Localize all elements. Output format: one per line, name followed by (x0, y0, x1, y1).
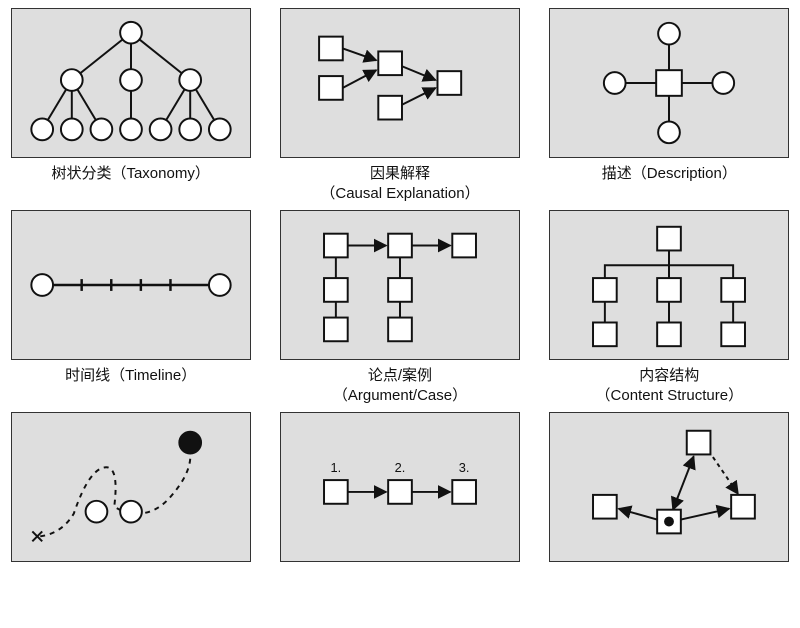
network-diagram (550, 413, 788, 561)
panel-taxonomy (11, 8, 251, 158)
caption-description: 描述（Description） (602, 164, 737, 204)
sequence-diagram: 1. 2. 3. (281, 413, 519, 561)
cell-description: 描述（Description） (547, 8, 792, 204)
caption-argument-l1: 论点/案例 (368, 367, 432, 384)
path-diagram (12, 413, 250, 561)
description-diagram (550, 9, 788, 157)
cell-network (547, 412, 792, 608)
caption-causal-l1: 因果解释 (370, 165, 430, 182)
caption-argument-l2: （Argument/Case） (333, 387, 467, 404)
panel-timeline (11, 210, 251, 360)
cell-content-structure: 内容结构 （Content Structure） (547, 210, 792, 406)
panel-content-structure (549, 210, 789, 360)
caption-content-structure: 内容结构 （Content Structure） (596, 366, 744, 406)
panel-causal (280, 8, 520, 158)
diagram-grid: 树状分类（Taxonomy） (8, 8, 792, 608)
cell-taxonomy: 树状分类（Taxonomy） (8, 8, 253, 204)
timeline-diagram (12, 211, 250, 359)
panel-argument (280, 210, 520, 360)
content-structure-diagram (550, 211, 788, 359)
panel-description (549, 8, 789, 158)
caption-taxonomy: 树状分类（Taxonomy） (51, 164, 209, 204)
seq-label-3: 3. (459, 460, 470, 475)
caption-cs-l1: 内容结构 (639, 367, 699, 384)
cell-sequence: 1. 2. 3. (277, 412, 522, 608)
cell-timeline: 时间线（Timeline） (8, 210, 253, 406)
caption-causal: 因果解释 （Causal Explanation） (320, 164, 479, 204)
argument-diagram (281, 211, 519, 359)
seq-label-2: 2. (395, 460, 406, 475)
panel-path (11, 412, 251, 562)
caption-argument: 论点/案例 （Argument/Case） (333, 366, 467, 406)
caption-causal-l2: （Causal Explanation） (320, 185, 479, 202)
taxonomy-diagram (12, 9, 250, 157)
panel-sequence: 1. 2. 3. (280, 412, 520, 562)
cell-causal: 因果解释 （Causal Explanation） (277, 8, 522, 204)
caption-cs-l2: （Content Structure） (596, 387, 744, 404)
causal-diagram (281, 9, 519, 157)
cell-path (8, 412, 253, 608)
cell-argument: 论点/案例 （Argument/Case） (277, 210, 522, 406)
panel-network (549, 412, 789, 562)
seq-label-1: 1. (331, 460, 342, 475)
caption-timeline: 时间线（Timeline） (65, 366, 196, 406)
